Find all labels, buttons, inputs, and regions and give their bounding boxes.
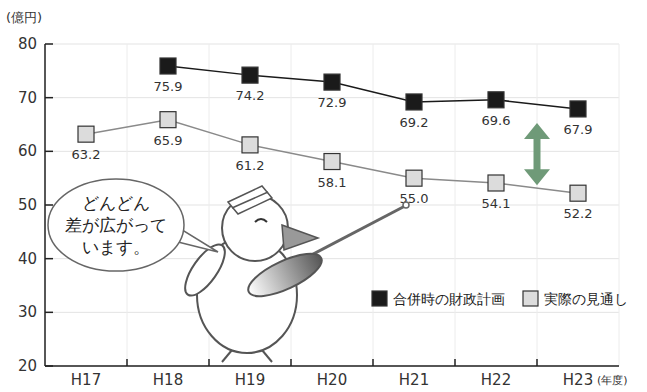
y-tick	[45, 43, 53, 45]
grid-line	[45, 151, 619, 152]
grid-line-vertical	[619, 44, 620, 366]
plot-marks	[78, 58, 586, 201]
series-marker	[406, 170, 422, 186]
x-tick-label: H22	[481, 371, 511, 389]
x-tick-label: H20	[317, 371, 347, 389]
series-line	[86, 120, 578, 194]
x-tick-label: H21	[399, 371, 429, 389]
data-label: 72.9	[318, 95, 347, 110]
chart-root: 20 30 40 50 60 70 80 H17 H18 H19 H20 H21 H22 H23 (億円) (…	[0, 0, 647, 392]
data-label: 69.2	[400, 115, 429, 130]
series-marker	[570, 185, 586, 201]
gap-arrow	[524, 123, 550, 185]
x-tick	[454, 359, 456, 366]
y-tick	[45, 312, 53, 314]
series-marker	[78, 126, 94, 142]
y-tick-label: 50	[18, 196, 37, 214]
y-tick	[45, 258, 53, 260]
series-marker	[324, 154, 340, 170]
series-marker	[488, 175, 504, 191]
gap-arrow-shaft	[534, 137, 541, 171]
series-marker	[488, 92, 504, 108]
x-tick-label: H19	[235, 371, 265, 389]
gap-arrow-head	[524, 169, 550, 185]
y-axis-title: (億円)	[6, 10, 42, 25]
data-label: 75.9	[154, 79, 183, 94]
x-tick	[372, 359, 374, 366]
grid-line	[45, 312, 619, 313]
x-tick	[536, 359, 538, 366]
x-tick	[126, 359, 128, 366]
x-tick-label: H17	[71, 371, 101, 389]
mascot	[178, 186, 409, 362]
data-label: 65.9	[154, 133, 183, 148]
mascot-foot	[262, 350, 272, 362]
series-marker	[160, 112, 176, 128]
y-tick-label: 70	[18, 89, 37, 107]
series-line	[168, 66, 578, 109]
grid-line	[45, 366, 619, 367]
legend-swatch	[523, 291, 538, 306]
legend-label: 実際の見通し	[544, 291, 628, 307]
y-tick-label: 60	[18, 142, 37, 160]
y-tick-label: 20	[18, 357, 37, 375]
series-marker	[406, 94, 422, 110]
mascot-foot	[222, 350, 232, 362]
annotation: どんどん	[82, 193, 150, 213]
y-tick	[45, 204, 53, 206]
data-label: 52.2	[564, 206, 593, 221]
y-tick	[45, 365, 53, 367]
series-marker	[242, 67, 258, 83]
legend-swatch	[372, 291, 387, 306]
x-tick-label: H23	[563, 371, 593, 389]
x-tick-label: H18	[153, 371, 183, 389]
gap-arrow-head	[524, 123, 550, 139]
y-tick	[45, 151, 53, 153]
annotation: 差が広がって	[65, 215, 167, 235]
grid-line-vertical	[537, 44, 538, 366]
annotation: います。	[82, 237, 150, 257]
x-axis	[45, 365, 619, 367]
y-tick-label: 40	[18, 250, 37, 268]
series-marker	[242, 137, 258, 153]
data-label: 74.2	[236, 88, 265, 103]
mascot-hat	[228, 186, 272, 214]
legend: 合併時の財政計画 実際の見通し	[372, 291, 628, 307]
y-tick-label: 80	[18, 35, 37, 53]
grid-line-vertical	[455, 44, 456, 366]
series-marker	[570, 101, 586, 117]
x-tick	[208, 359, 210, 366]
bubble	[48, 179, 184, 271]
bubble-join	[170, 229, 176, 236]
mascot-eye	[255, 219, 267, 222]
x-axis-title: (年度)	[597, 374, 628, 387]
data-label: 63.2	[72, 147, 101, 162]
grid-line	[45, 44, 619, 45]
x-tick	[290, 359, 292, 366]
series-marker	[324, 74, 340, 90]
data-label: 69.6	[482, 113, 511, 128]
mascot-beak	[282, 225, 318, 250]
data-label: 54.1	[482, 196, 511, 211]
data-label: 67.9	[564, 122, 593, 137]
pointer-tip	[403, 202, 409, 208]
legend-label: 合併時の財政計画	[393, 291, 505, 307]
data-label: 61.2	[236, 158, 265, 173]
y-tick	[45, 97, 53, 99]
mascot-hat-band	[232, 192, 268, 208]
y-tick-label: 30	[18, 303, 37, 321]
series-marker	[160, 58, 176, 74]
data-label: 58.1	[318, 175, 347, 190]
speech-bubble: どんどん差が広がっています。	[48, 179, 218, 271]
